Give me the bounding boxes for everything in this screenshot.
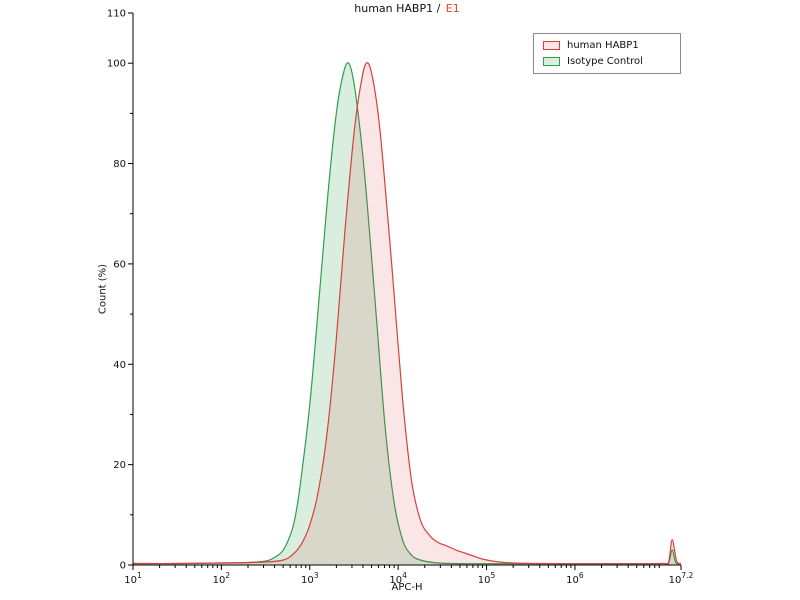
svg-text:40: 40	[113, 360, 126, 371]
svg-text:20: 20	[113, 460, 126, 471]
chart-title-main: human HABP1 /	[354, 2, 441, 15]
svg-text:103: 103	[301, 571, 319, 586]
legend: human HABP1 Isotype Control	[533, 33, 681, 74]
svg-text:0: 0	[120, 561, 126, 572]
legend-item-habp1: human HABP1	[543, 40, 671, 51]
y-axis-label: Count (%)	[97, 263, 109, 315]
legend-item-isotype: Isotype Control	[543, 56, 671, 67]
legend-swatch-green	[543, 57, 560, 66]
svg-text:106: 106	[566, 571, 584, 586]
svg-text:105: 105	[478, 571, 496, 586]
x-axis-label: APC-H	[391, 582, 423, 593]
legend-label-habp1: human HABP1	[567, 40, 639, 51]
svg-text:100: 100	[107, 59, 126, 70]
svg-text:102: 102	[213, 571, 231, 586]
svg-text:80: 80	[113, 159, 126, 170]
chart-title: human HABP1 / E1	[133, 2, 681, 15]
chart-title-sample: E1	[445, 2, 460, 15]
legend-swatch-red	[543, 41, 560, 50]
svg-text:60: 60	[113, 259, 126, 270]
legend-label-isotype: Isotype Control	[567, 56, 643, 67]
svg-text:110: 110	[107, 9, 126, 20]
svg-text:101: 101	[124, 571, 142, 586]
svg-text:107.2: 107.2	[669, 571, 694, 586]
